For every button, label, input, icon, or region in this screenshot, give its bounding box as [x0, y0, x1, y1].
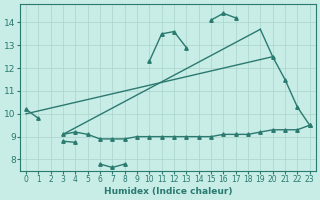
X-axis label: Humidex (Indice chaleur): Humidex (Indice chaleur): [104, 187, 232, 196]
